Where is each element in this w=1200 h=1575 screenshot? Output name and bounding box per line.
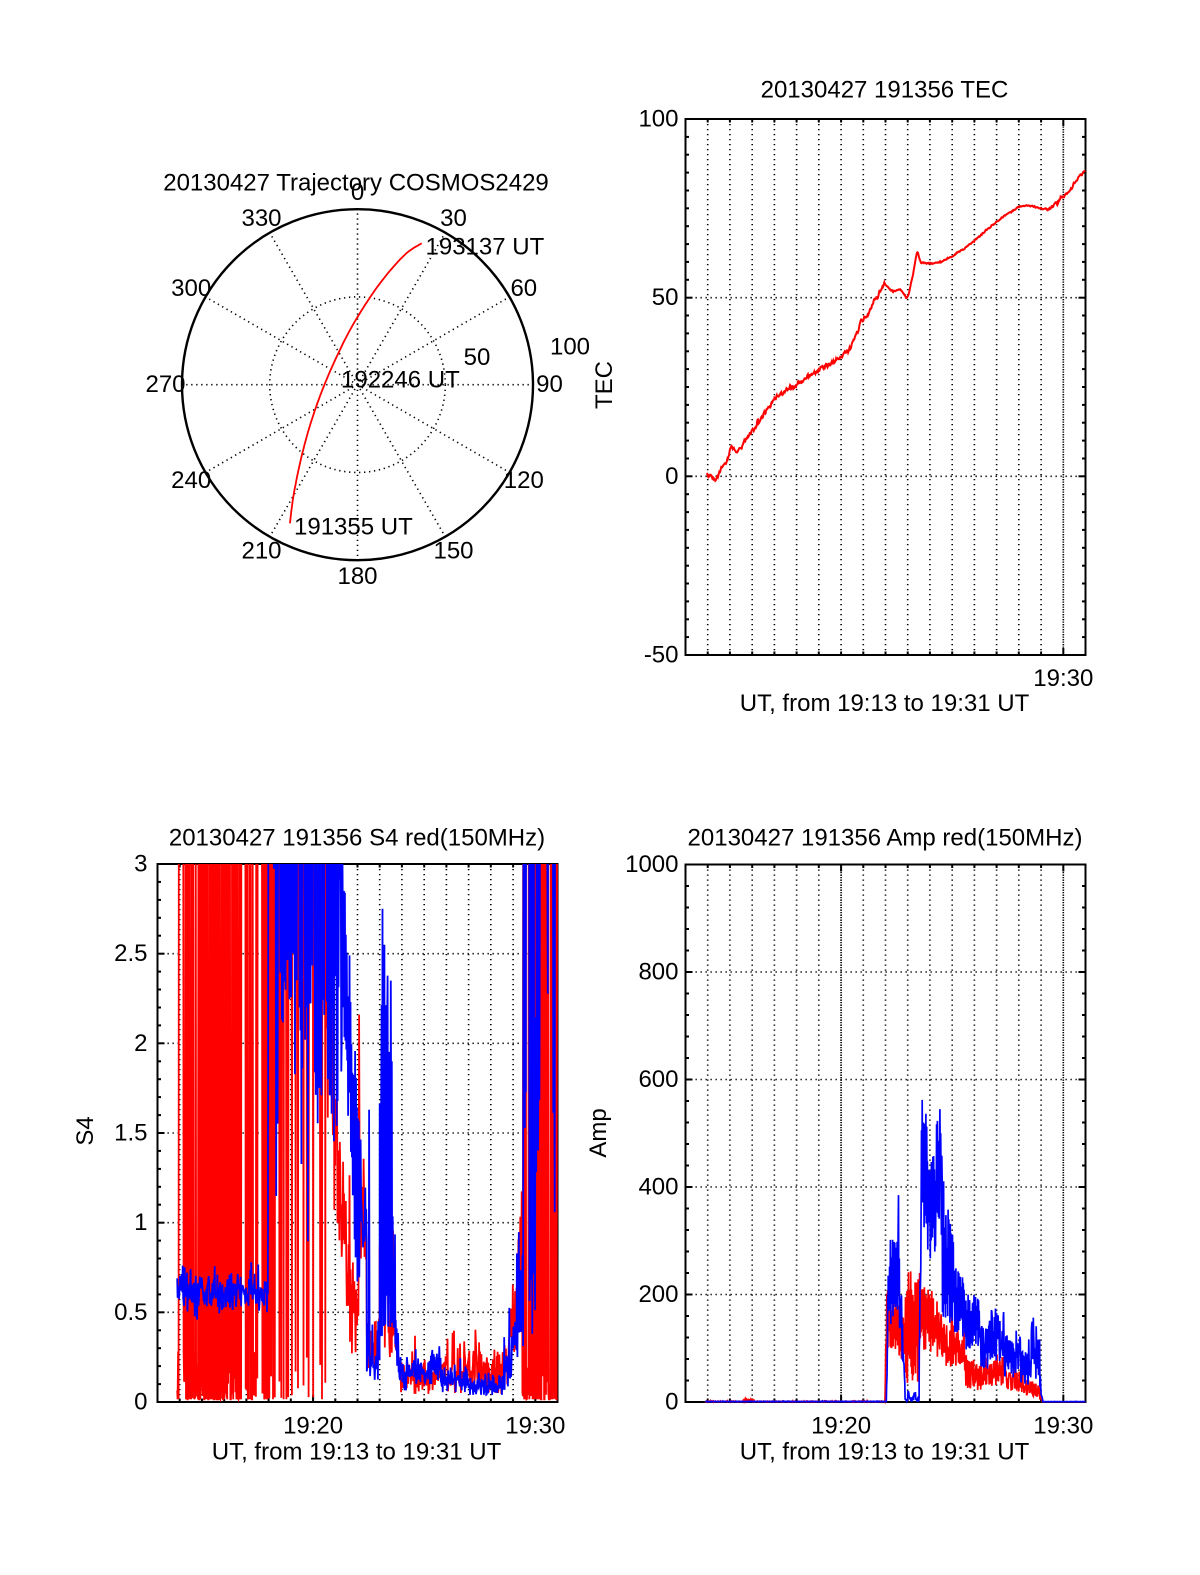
svg-text:30: 30 [440,205,467,232]
svg-text:100: 100 [638,106,678,133]
svg-text:19:20: 19:20 [283,1413,343,1440]
svg-text:1: 1 [134,1209,147,1236]
svg-text:19:30: 19:30 [1033,1413,1093,1440]
svg-text:90: 90 [536,371,563,398]
svg-text:210: 210 [241,538,281,565]
svg-text:19:30: 19:30 [1033,665,1093,692]
svg-text:192246 UT: 192246 UT [341,367,460,394]
svg-text:270: 270 [145,371,185,398]
svg-text:S4: S4 [72,1116,99,1145]
svg-text:19:20: 19:20 [811,1413,871,1440]
svg-text:330: 330 [241,205,281,232]
svg-text:400: 400 [638,1174,678,1201]
svg-text:60: 60 [510,275,537,302]
svg-text:200: 200 [638,1281,678,1308]
svg-text:193137 UT: 193137 UT [426,234,545,261]
svg-text:UT, from 19:13 to 19:31 UT: UT, from 19:13 to 19:31 UT [212,1439,502,1466]
svg-text:300: 300 [171,275,211,302]
svg-text:20130427 191356 Amp red(150MHz: 20130427 191356 Amp red(150MHz) [688,825,1083,852]
svg-text:191355 UT: 191355 UT [294,514,413,541]
svg-text:20130427 191356 S4 red(150MHz): 20130427 191356 S4 red(150MHz) [169,825,545,852]
svg-text:TEC: TEC [591,361,618,409]
svg-text:0: 0 [665,463,678,490]
svg-text:600: 600 [638,1066,678,1093]
svg-text:2: 2 [134,1030,147,1057]
svg-text:800: 800 [638,959,678,986]
svg-text:100: 100 [550,334,590,361]
svg-text:150: 150 [433,538,473,565]
svg-text:19:30: 19:30 [505,1413,565,1440]
svg-text:50: 50 [464,344,491,371]
svg-text:20130427 191356 TEC: 20130427 191356 TEC [761,77,1009,104]
svg-text:0: 0 [134,1389,147,1416]
svg-text:0: 0 [665,1389,678,1416]
svg-text:0.5: 0.5 [114,1299,147,1326]
svg-text:180: 180 [337,563,377,590]
svg-text:-50: -50 [644,642,679,669]
svg-text:20130427 Trajectory COSMOS2429: 20130427 Trajectory COSMOS2429 [163,170,549,197]
svg-text:240: 240 [171,467,211,494]
svg-text:1000: 1000 [625,851,678,878]
svg-text:3: 3 [134,851,147,878]
svg-text:UT, from 19:13 to 19:31 UT: UT, from 19:13 to 19:31 UT [740,1439,1030,1466]
svg-text:120: 120 [504,467,544,494]
svg-text:1.5: 1.5 [114,1120,147,1147]
svg-text:UT, from 19:13 to 19:31 UT: UT, from 19:13 to 19:31 UT [740,690,1030,717]
svg-text:50: 50 [652,284,679,311]
svg-text:Amp: Amp [585,1108,612,1157]
svg-text:2.5: 2.5 [114,940,147,967]
svg-text:0: 0 [351,179,364,206]
